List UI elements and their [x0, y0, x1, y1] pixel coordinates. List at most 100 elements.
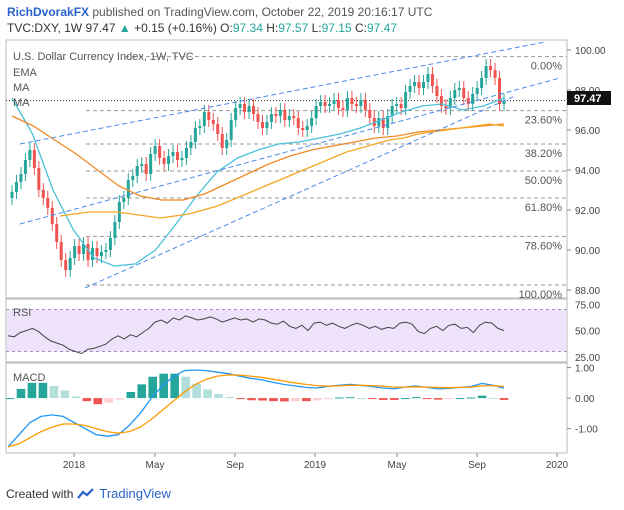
- candle-body: [489, 66, 493, 70]
- macd-histogram-bar: [225, 396, 234, 399]
- price-chart-title: U.S. Dollar Currency Index, 1W, TVC: [13, 51, 194, 63]
- chart-area[interactable]: 0.00% 23.60% 38.20% 50.00% 61.80% 78.60% 100.0…: [0, 38, 624, 484]
- candle-body: [430, 74, 434, 86]
- macd-histogram-bar: [269, 398, 278, 402]
- macd-histogram-bar: [291, 398, 300, 402]
- candle-body: [158, 146, 162, 158]
- rsi-y-tick-label: 75.00: [575, 300, 600, 311]
- price-y-tick-label: 96.00: [575, 126, 600, 137]
- candle-body: [399, 104, 403, 108]
- candle-body: [395, 104, 399, 106]
- macd-histogram-bar: [82, 398, 92, 402]
- price-y-tick-label: 100.00: [575, 46, 606, 57]
- publish-line: RichDvorakFX published on TradingView.co…: [7, 5, 432, 19]
- signal-line: [7, 374, 505, 448]
- macd-histogram-bar: [148, 376, 158, 399]
- x-tick-label: 2020: [546, 460, 569, 471]
- x-tick-label: Sep: [468, 460, 486, 471]
- candle-body: [99, 252, 103, 256]
- candle-body: [471, 94, 475, 104]
- macd-histogram-bar: [356, 398, 366, 400]
- candle-body: [32, 150, 36, 168]
- candle-body: [28, 150, 32, 160]
- tradingview-brand[interactable]: TradingView: [99, 486, 171, 501]
- rsi-title: RSI: [13, 307, 31, 319]
- fib-level-label: 0.00%: [531, 61, 562, 73]
- macd-histogram-bar: [159, 373, 168, 399]
- candle-body: [480, 78, 484, 88]
- candle-body: [68, 258, 72, 270]
- candle-body: [10, 192, 14, 198]
- candle-body: [457, 88, 461, 90]
- author-link[interactable]: RichDvorakFX: [7, 5, 90, 19]
- candle-body: [180, 158, 184, 160]
- candle-body: [153, 146, 157, 154]
- candle-body: [59, 242, 63, 260]
- macd-histogram-bar: [192, 383, 201, 399]
- tradingview-logo-icon: [77, 487, 95, 499]
- x-tick-label: 2018: [63, 460, 86, 471]
- candle-body: [475, 88, 479, 94]
- candle-body: [377, 118, 381, 126]
- candle-body: [144, 164, 148, 174]
- candle-body: [122, 198, 126, 202]
- candle-body: [283, 110, 287, 120]
- macd-histogram-bar: [313, 398, 322, 401]
- candle-body: [305, 126, 309, 130]
- macd-panel: [5, 362, 568, 454]
- candle-body: [310, 118, 314, 126]
- candle-body: [225, 140, 229, 148]
- fib-level-label: 23.60%: [525, 115, 563, 127]
- fib-level-label: 61.80%: [525, 202, 563, 214]
- candle-body: [91, 248, 95, 260]
- macd-histogram-bar: [346, 397, 355, 399]
- candle-body: [350, 98, 354, 104]
- candle-body: [73, 246, 77, 258]
- candle-body: [149, 154, 153, 174]
- price-tag-label: 97.47: [574, 93, 602, 105]
- candle-body: [426, 74, 430, 82]
- candle-body: [498, 78, 502, 104]
- price-panel: [5, 39, 568, 299]
- candle-body: [466, 98, 470, 104]
- quote-line: TVC:DXY, 1W 97.47 ▲ +0.15 (+0.16%) O:97.…: [7, 21, 397, 35]
- candle-body: [207, 112, 211, 120]
- candle-body: [238, 104, 242, 108]
- candle-body: [220, 134, 224, 148]
- candle-body: [37, 168, 41, 190]
- candle-body: [77, 246, 81, 254]
- candle-body: [274, 114, 278, 116]
- candle-body: [95, 248, 99, 256]
- rsi-y-tick-label: 50.00: [575, 327, 600, 338]
- candle-body: [41, 190, 45, 198]
- candle-body: [247, 106, 251, 112]
- rsi-plot: [6, 309, 567, 355]
- macd-histogram-bar: [49, 385, 59, 399]
- candle-body: [453, 90, 457, 98]
- candle-body: [386, 116, 390, 128]
- price-y-tick-label: 94.00: [575, 166, 600, 177]
- macd-histogram-bar: [455, 398, 465, 400]
- candle-body: [359, 100, 363, 106]
- candle-body: [408, 86, 412, 92]
- axes: 100.0098.0096.0094.0092.0090.0088.0075.0…: [63, 46, 606, 471]
- macd-histogram-bar: [60, 390, 70, 399]
- candle-body: [319, 102, 323, 106]
- candle-body: [82, 244, 86, 254]
- candle-body: [381, 118, 385, 128]
- macd-histogram-bar: [411, 397, 421, 399]
- candle-body: [229, 120, 233, 140]
- macd-histogram-bar: [378, 398, 388, 400]
- candle-body: [444, 106, 448, 108]
- macd-histogram-bar: [466, 397, 476, 399]
- candle-body: [184, 148, 188, 158]
- fib-level-label: 50.00%: [525, 175, 563, 187]
- macd-title: MACD: [13, 372, 45, 384]
- publish-info: published on TradingView.com, October 22…: [92, 5, 433, 19]
- channel-upper-line: [19, 41, 546, 145]
- candle-body: [171, 152, 175, 156]
- candle-body: [211, 120, 215, 124]
- candle-body: [260, 122, 264, 128]
- candle-body: [292, 116, 296, 118]
- candle-body: [269, 114, 273, 122]
